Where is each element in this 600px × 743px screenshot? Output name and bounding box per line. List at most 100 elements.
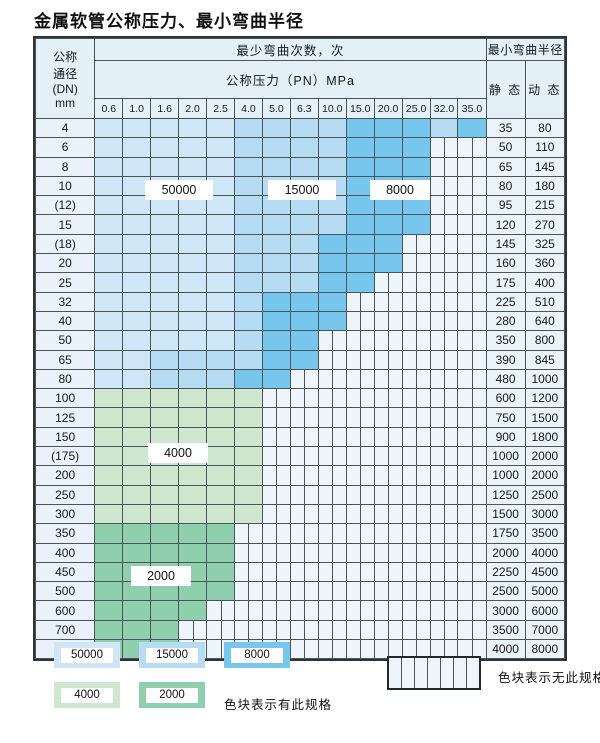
static-radius-cell: 3500 [485,619,526,641]
grid-cell [122,523,152,544]
grid-cell [233,117,263,139]
table-row: 150 900 1800 [34,426,566,448]
grid-cell [206,253,235,274]
dn-cell: 6 [34,137,96,158]
grid-cell [150,349,180,370]
grid-cell [206,310,235,332]
dynamic-radius-cell: 7000 [524,619,566,641]
header-pressure-6: 5.0 [261,98,291,119]
grid-cell [345,503,375,525]
cycle-value-label: 15000 [268,180,336,200]
grid-cell [345,233,375,255]
grid-cell [261,214,291,235]
grid-cell [261,349,291,370]
grid-cell [317,272,347,293]
dn-cell: 32 [34,291,96,312]
static-radius-cell: 600 [485,388,526,409]
grid-cell [429,407,459,428]
grid-cell [373,368,403,390]
grid-cell [345,253,375,274]
grid-cell [401,503,431,525]
dynamic-radius-cell: 800 [524,330,566,351]
grid-cell [233,310,263,332]
grid-cell [373,349,403,370]
grid-cell [150,542,180,563]
dynamic-radius-cell: 4000 [524,542,566,563]
grid-cell [206,600,235,621]
header-pressure-0: 0.6 [94,98,124,119]
grid-cell [373,600,403,621]
grid-cell [261,156,291,177]
grid-cell [401,156,431,177]
table-row: 32 225 510 [34,291,566,312]
grid-cell [317,214,347,235]
grid-cell [345,137,375,158]
grid-cell [401,600,431,621]
grid-cell [289,368,319,390]
dynamic-radius-cell: 1800 [524,426,566,448]
grid-cell [178,503,208,525]
grid-cell [94,426,124,448]
grid-cell [94,330,124,351]
grid-cell [401,426,431,448]
grid-cell [122,368,152,390]
dn-cell: 20 [34,253,96,274]
legend: 50000 15000 8000 4000 2000 色块表示有此规格 色块表示无此规格 [33,636,600,736]
legend-swatch: 2000 [139,682,205,708]
grid-cell [317,503,347,525]
grid-cell [345,291,375,312]
table-row: 65 390 845 [34,349,566,370]
grid-cell [122,484,152,505]
grid-cell [206,291,235,312]
grid-cell [429,561,459,583]
grid-cell [345,619,375,641]
dn-cell: 40 [34,310,96,332]
grid-cell [122,214,152,235]
grid-cell [206,272,235,293]
grid-cell [401,272,431,293]
grid-cell [233,542,263,563]
grid-cell [261,137,291,158]
grid-cell [317,117,347,139]
grid-cell [373,117,403,139]
dn-cell: 300 [34,503,96,525]
grid-cell [457,195,487,216]
grid-cell [401,233,431,255]
grid-cell [289,465,319,486]
grid-cell [317,600,347,621]
grid-cell [233,465,263,486]
grid-cell [401,407,431,428]
grid-cell [317,330,347,351]
grid-cell [317,291,347,312]
dynamic-radius-cell: 5000 [524,581,566,602]
grid-cell [261,561,291,583]
grid-cell [150,503,180,525]
grid-cell [457,503,487,525]
table-row: 200 1000 2000 [34,465,566,486]
dynamic-radius-cell: 3000 [524,503,566,525]
grid-cell [261,523,291,544]
grid-cell [206,542,235,563]
dynamic-radius-cell: 510 [524,291,566,312]
grid-cell [206,619,235,641]
grid-cell [178,581,208,602]
grid-cell [206,465,235,486]
grid-cell [429,233,459,255]
page-title: 金属软管公称压力、最小弯曲半径 [34,12,304,31]
static-radius-cell: 95 [485,195,526,216]
grid-cell [122,600,152,621]
grid-cell [233,253,263,274]
grid-cell [289,388,319,409]
static-radius-cell: 750 [485,407,526,428]
grid-cell [373,156,403,177]
grid-cell [401,253,431,274]
cycle-value-label: 50000 [145,180,213,200]
grid-cell [401,349,431,370]
grid-cell [94,310,124,332]
grid-cell [317,619,347,641]
grid-cell [206,561,235,583]
grid-cell [94,349,124,370]
grid-cell [233,426,263,448]
grid-cell [233,619,263,641]
dynamic-radius-cell: 1500 [524,407,566,428]
